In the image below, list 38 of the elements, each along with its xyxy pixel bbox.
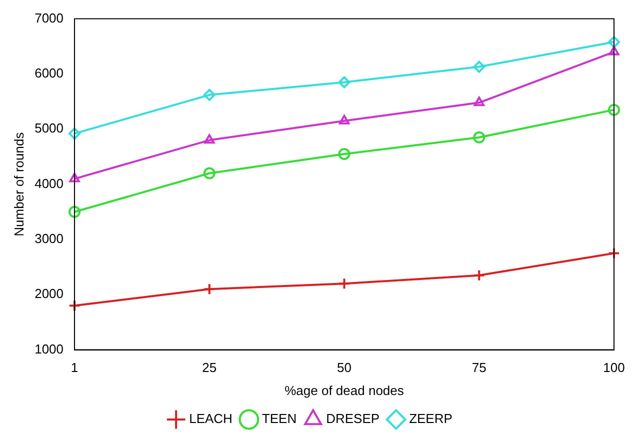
y-tick-label: 2000 [34, 286, 64, 302]
point [204, 134, 215, 144]
point [473, 60, 486, 73]
x-tick-label: 100 [603, 360, 625, 376]
point [608, 104, 620, 116]
point [338, 114, 350, 124]
legend-label: LEACH [189, 411, 232, 426]
point [608, 36, 620, 48]
point [68, 206, 81, 218]
point [473, 269, 486, 282]
point [608, 247, 620, 260]
legend-label: ZEERP [409, 411, 452, 426]
y-tick-label: 3000 [34, 231, 64, 246]
point [68, 128, 81, 140]
y-tick-label: 4000 [34, 176, 64, 191]
legend-label: TEEN [262, 411, 297, 426]
x-tick-label: 50 [337, 360, 352, 376]
x-tick-label: 1 [70, 360, 78, 376]
point [338, 76, 350, 88]
y-tick-label: 1000 [34, 341, 64, 356]
legend-label: DRESEP [326, 411, 380, 426]
point [338, 278, 350, 290]
point [203, 88, 216, 101]
point [608, 46, 620, 56]
x-tick-label: 75 [472, 360, 486, 376]
x-tick-label: 25 [202, 360, 217, 376]
point [203, 283, 216, 296]
y-axis-title: Number of rounds [11, 132, 26, 236]
point [69, 172, 80, 182]
y-tick-label: 6000 [34, 66, 64, 81]
point [203, 167, 216, 180]
y-tick-label: 5000 [34, 120, 64, 136]
point [338, 148, 350, 160]
point [473, 131, 486, 144]
point [68, 300, 81, 312]
y-tick-label: 7000 [34, 10, 64, 26]
x-axis-title: %age of dead nodes [284, 382, 404, 398]
point [474, 96, 484, 106]
